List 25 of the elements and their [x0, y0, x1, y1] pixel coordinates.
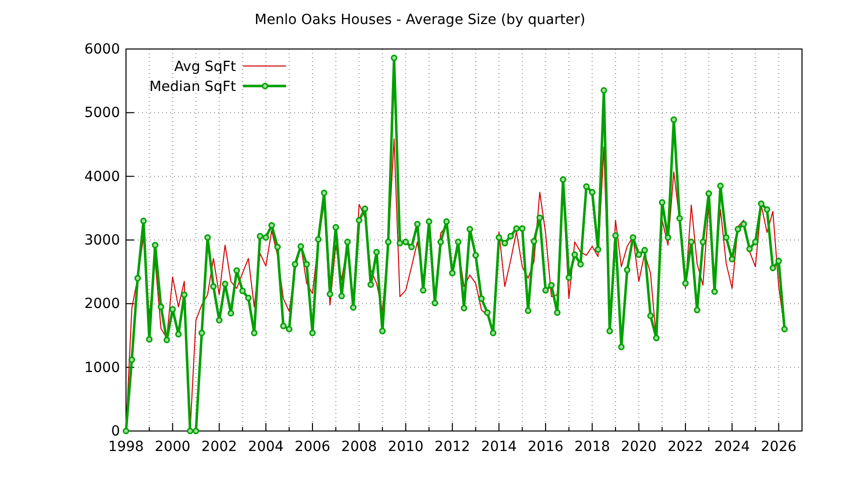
y-tick-label: 4000: [84, 168, 120, 185]
x-tick-label: 2024: [714, 438, 750, 455]
x-tick-label: 2014: [481, 438, 517, 455]
y-tick-label: 5000: [84, 105, 120, 122]
chart-title: Menlo Oaks Houses - Average Size (by quarter): [254, 12, 586, 28]
y-tick-label: 6000: [84, 41, 120, 58]
y-tick-label: 3000: [84, 232, 120, 248]
x-tick-label: 2010: [388, 438, 424, 455]
x-tick-label: 2022: [668, 438, 704, 455]
x-tick-label: 2002: [201, 438, 238, 455]
y-tick-label: 0: [111, 423, 120, 440]
legend-label: Median SqFt: [149, 79, 237, 95]
x-tick-label: 2018: [574, 438, 610, 455]
legend-label: Avg SqFt: [174, 59, 236, 75]
x-tick-label: 1998: [108, 438, 144, 455]
x-tick-label: 2012: [434, 438, 470, 455]
y-tick-label: 1000: [84, 360, 120, 376]
x-tick-label: 2004: [248, 438, 284, 455]
x-tick-label: 2000: [154, 438, 190, 455]
x-tick-label: 2008: [341, 438, 377, 455]
x-tick-label: 2016: [528, 438, 564, 455]
x-tick-label: 2020: [621, 438, 657, 455]
y-tick-label: 2000: [84, 296, 120, 312]
x-tick-label: 2006: [294, 438, 330, 455]
x-tick-label: 2026: [760, 438, 797, 455]
